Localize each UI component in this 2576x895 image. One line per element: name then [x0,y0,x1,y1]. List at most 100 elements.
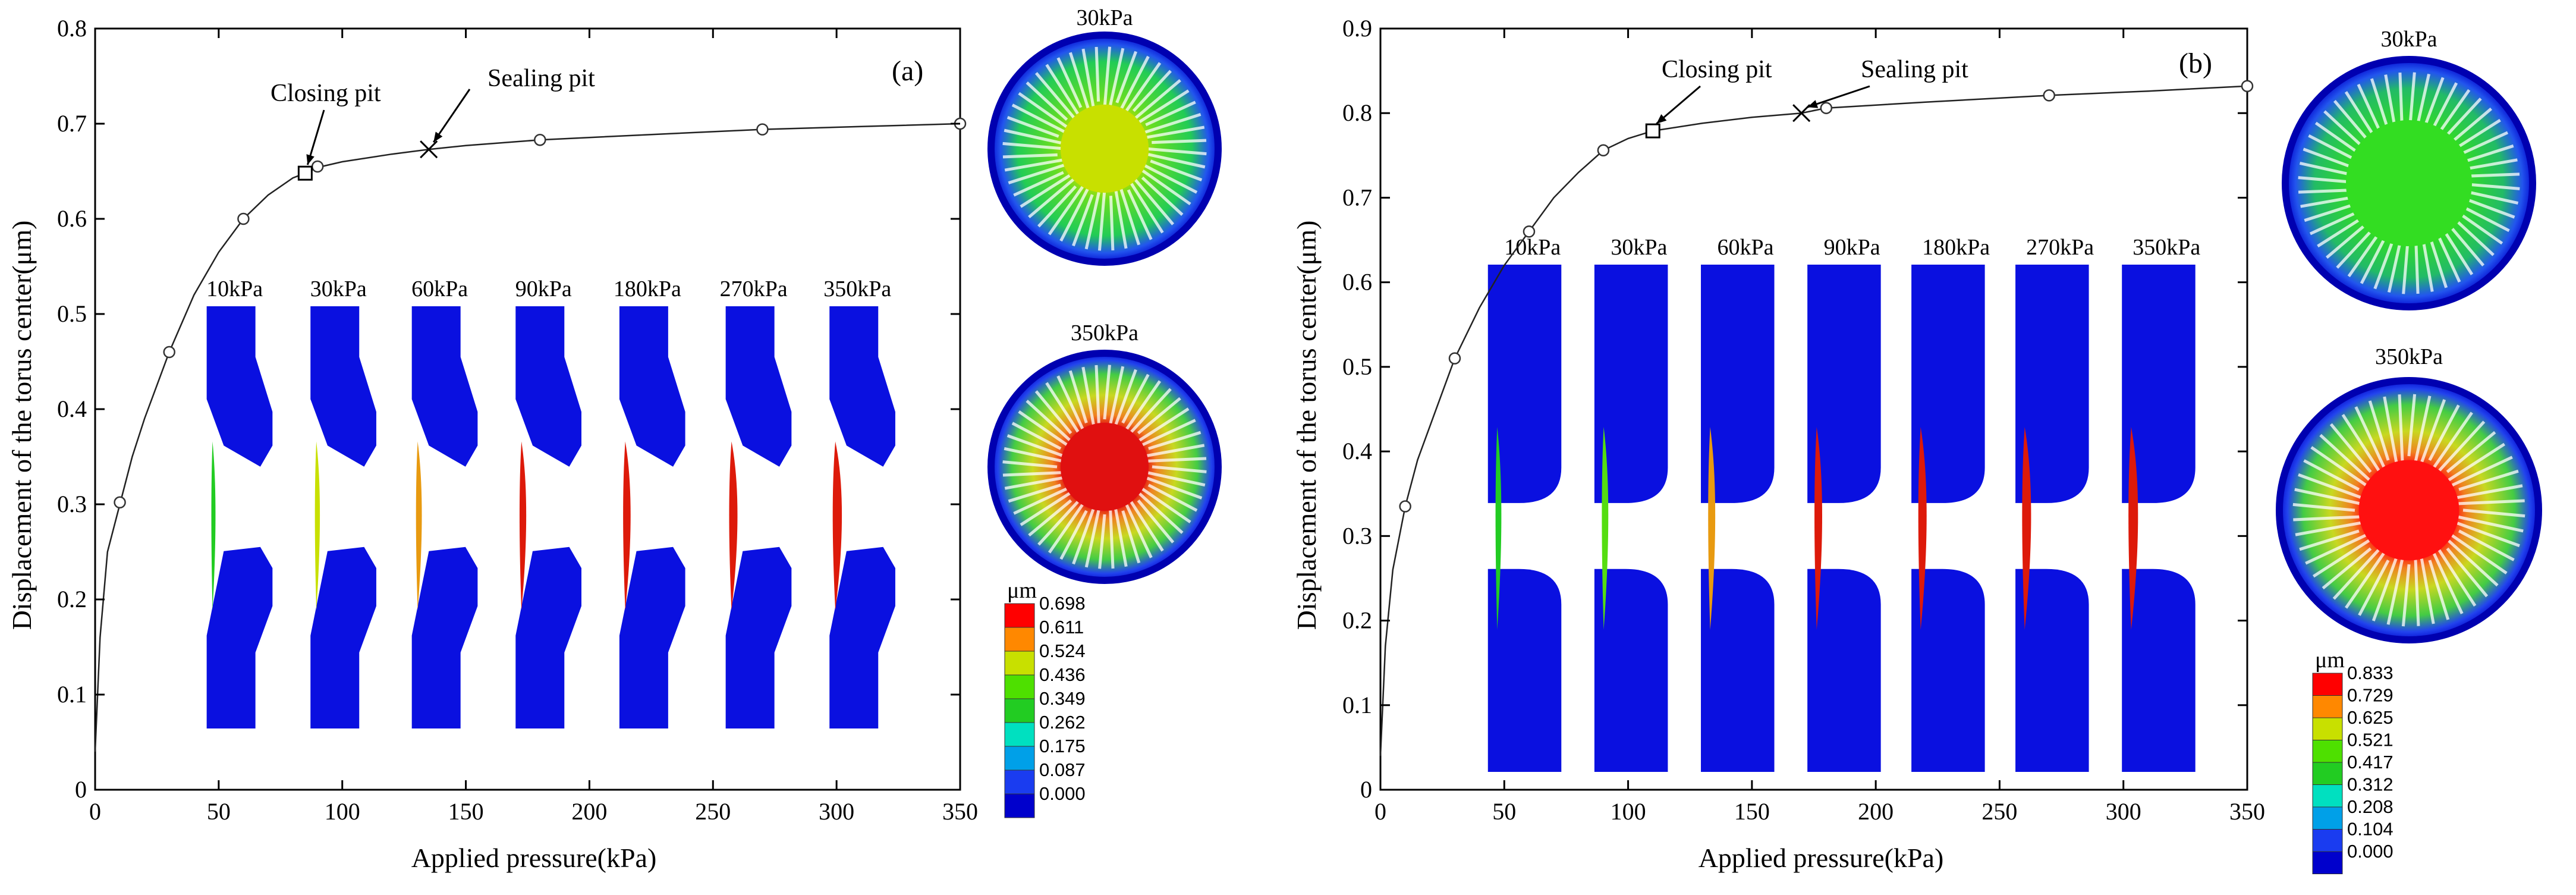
disc-crack [1045,382,1081,436]
disc-crack [1115,51,1137,103]
closing-pit-marker [297,165,313,181]
cross-section: 10kPa [206,277,273,728]
colorbar-value: 0.524 [1039,640,1086,661]
x-tick-label: 200 [1858,798,1894,825]
disc-crack [1004,128,1062,145]
cross-section-upper [829,306,895,467]
disc-crack [1020,490,1074,526]
membrane-bulge [1708,426,1716,630]
disc-crack [2310,446,2370,489]
disc-rim [2276,377,2542,643]
colorbar-swatch [2312,806,2343,830]
membrane-bulge [729,441,738,611]
disc-crack [1147,483,1198,512]
data-point [311,160,324,173]
x-tick-label: 100 [325,798,360,825]
cross-section-lower [310,547,376,728]
data-point [2043,89,2055,102]
disc-pressure-label: 30kPa [2381,27,2437,52]
disc-crack [2341,414,2382,475]
panel-b: 10kPa 30kPa 60kPa 90kPa 180kPa 270kPa 350kPa 0… [1291,15,2542,874]
disc-crack [1094,46,1100,102]
cross-section-upper [2015,265,2089,503]
disc-pressure-label: 350kPa [2375,344,2443,369]
cross-section: 180kPa [1911,235,1990,772]
disc-crack [2407,394,2417,457]
colorbar-swatch [2312,784,2343,808]
panel-a: 10kPa 30kPa 60kPa 90kPa 180kPa 270kPa 350kPa 0… [7,5,1222,873]
disc-crack [2428,404,2460,461]
disc-crack [1072,508,1095,565]
disc-crack [2329,423,2372,473]
disc-crack [1094,365,1100,423]
cross-section-lower [829,547,895,728]
disc-pressure-label: 30kPa [1077,5,1133,30]
colorbar-value: 0.436 [1039,664,1086,685]
colorbar-value: 0.312 [2347,774,2393,795]
colorbar-swatch [1004,627,1035,652]
disc-crack [1007,434,1063,457]
colorbar-value: 0.104 [2347,819,2393,840]
colorbar-b: μm0.8330.7290.6250.5210.4170.3120.2080.1… [2312,648,2393,874]
x-tick-label: 50 [207,798,231,825]
sealing-pit-arrow [1807,85,1870,108]
disc-crack [1081,366,1096,428]
disc-crack [1034,390,1072,435]
disc-crack [1037,501,1079,546]
y-tick-label: 0.8 [57,15,87,42]
colorbar-swatch [2312,717,2343,740]
cross-sections-a: 10kPa 30kPa 60kPa 90kPa 180kPa 270kPa 350kPa [206,277,895,728]
pressure-label: 180kPa [614,277,681,302]
colorbar-value: 0.208 [2347,796,2393,817]
disc-crack [2398,394,2404,461]
disc-crack [1068,370,1088,423]
disc-crack [2458,529,2515,561]
disc-crack [1056,57,1083,108]
disc-crack [2446,431,2496,473]
cross-section: 350kPa [2122,235,2200,772]
disc-crack [2458,469,2519,491]
disc-crack [1144,470,1206,487]
cross-section: 60kPa [1701,235,1775,772]
cross-section: 10kPa [1487,235,1562,772]
disc-crack [1125,62,1162,112]
plot-frame-b [1379,27,2248,791]
cross-section: 270kPa [720,277,792,728]
disc-crack [1148,457,1207,463]
membrane-bulge [832,441,842,611]
disc-crack [1002,460,1058,469]
pressure-label: 10kPa [206,277,263,302]
disc-crack [1045,64,1080,115]
pressure-label: 90kPa [1824,235,1880,260]
disc-crack [1142,419,1196,447]
disc-crack [2292,503,2355,512]
colorbar-value: 0.262 [1039,712,1086,733]
cross-section-lower [619,547,685,728]
y-tick-label: 0.2 [57,586,87,613]
disc-crack [2303,459,2360,491]
pressure-label: 180kPa [1922,235,1990,260]
disc-crack [1002,153,1058,159]
disc-crack [1020,174,1071,208]
disc-crack [2294,488,2364,506]
y-tick-label: 0.3 [1342,522,1372,549]
disc-crack [2438,420,2486,472]
curve-b [1379,80,2254,756]
disc-crack [1150,159,1203,181]
data-point [2241,80,2254,92]
sealing-pit-arrow-head [433,131,443,143]
top-view-disc: 350kPa [2276,344,2542,643]
data-point [1523,225,1536,238]
cross-section-lower [725,547,792,728]
disc-crack [1072,194,1094,247]
disc-crack [2383,396,2399,466]
disc-crack [1013,171,1064,197]
disc-crack [1084,191,1100,250]
disc-crack [1004,476,1066,490]
disc-crack [2454,514,2524,533]
colorbar-value: 0.175 [1039,736,1086,756]
data-point [237,212,250,225]
disc-crack [1048,186,1084,235]
x-tick-label: 0 [89,798,101,825]
